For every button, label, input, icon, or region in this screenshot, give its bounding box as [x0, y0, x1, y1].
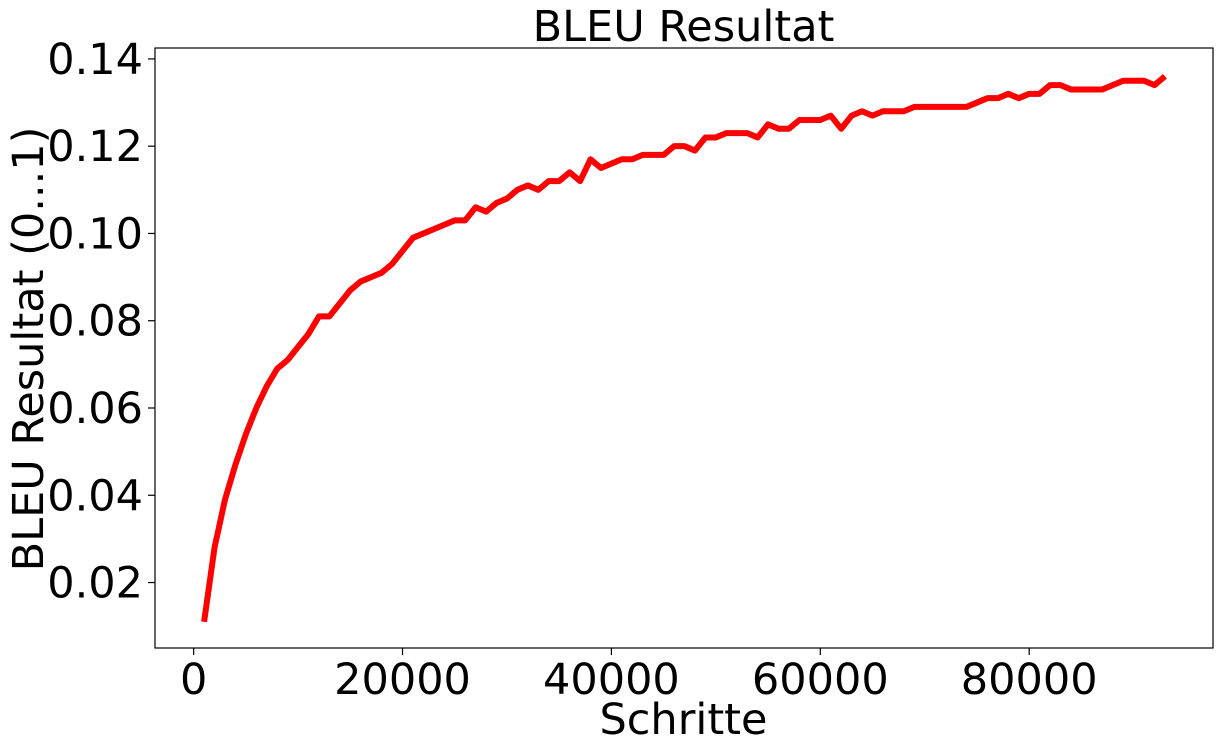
- y-tick-label: 0.12: [47, 122, 143, 172]
- y-tick-label: 0.02: [47, 559, 143, 609]
- y-tick-label: 0.08: [47, 297, 143, 347]
- y-tick-label: 0.14: [47, 35, 143, 85]
- x-tick-label: 0: [180, 655, 207, 705]
- x-tick-label: 20000: [334, 655, 471, 705]
- x-tick-label: 60000: [752, 655, 889, 705]
- x-tick-label: 40000: [543, 655, 680, 705]
- series-line-0: [201, 74, 1167, 623]
- x-axis-title: Schritte: [600, 695, 768, 745]
- y-tick-label: 0.06: [47, 384, 143, 434]
- y-tick-label: 0.10: [47, 209, 143, 259]
- chart-title: BLEU Resultat: [533, 2, 835, 52]
- y-tick-label: 0.04: [47, 471, 143, 521]
- axes-frame: [154, 47, 1214, 649]
- x-tick-label: 80000: [961, 655, 1098, 705]
- y-axis-title: BLEU Resultat (0...1): [4, 127, 54, 572]
- plot-area: 0 20000 40000 60000 80000 0.02 0.04 0.06 0.08 0.1…: [47, 35, 1214, 705]
